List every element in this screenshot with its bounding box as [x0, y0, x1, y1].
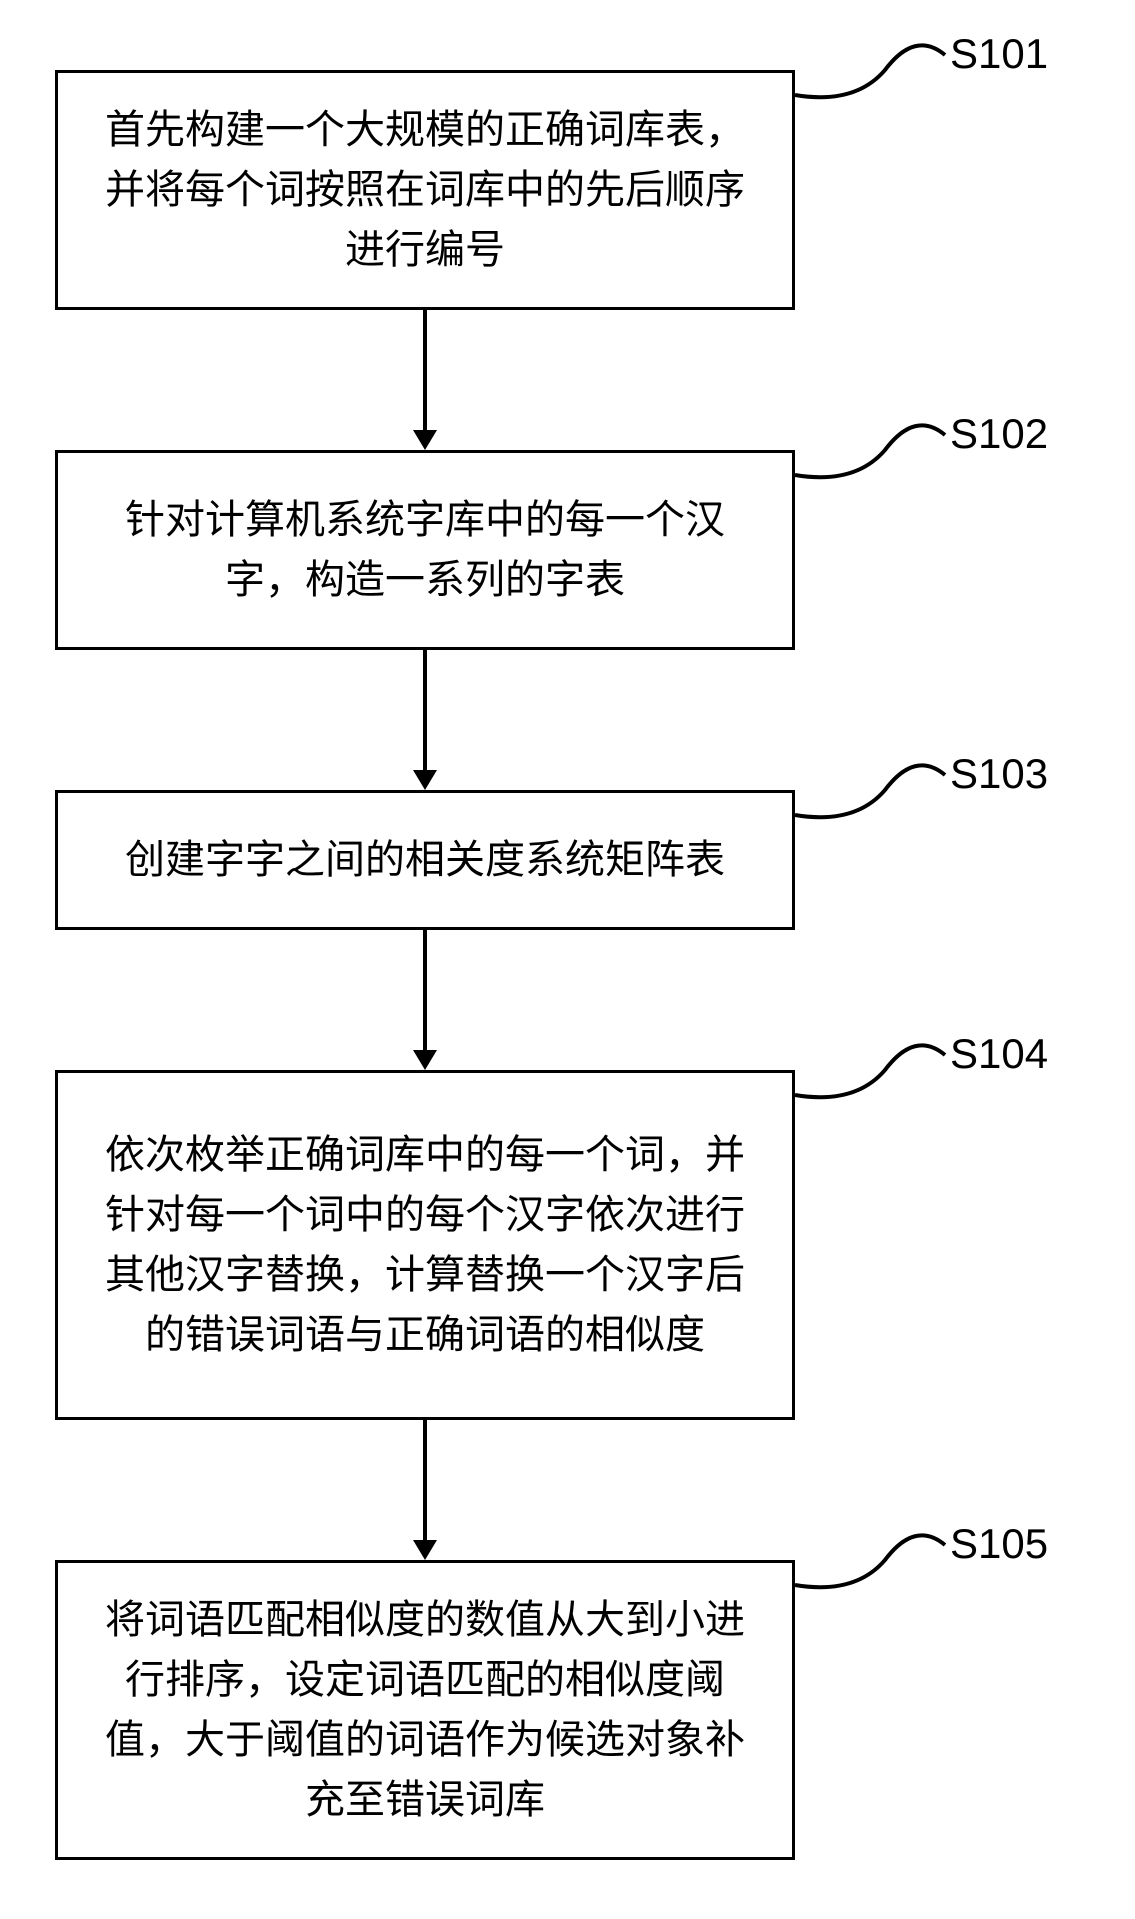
- step-label-s103: S103: [950, 750, 1048, 798]
- step-label-s104: S104: [950, 1030, 1048, 1078]
- connector-s105: [795, 1520, 955, 1620]
- step-text-s105: 将词语匹配相似度的数值从大到小进行排序，设定词语匹配的相似度阈值，大于阈值的词语…: [88, 1590, 762, 1830]
- step-box-s104: 依次枚举正确词库中的每一个词，并针对每一个词中的每个汉字依次进行其他汉字替换，计…: [55, 1070, 795, 1420]
- arrow-line-3: [423, 930, 427, 1050]
- arrow-line-1: [423, 310, 427, 430]
- arrow-head-3: [413, 1050, 437, 1070]
- step-text-s103: 创建字字之间的相关度系统矩阵表: [125, 830, 725, 890]
- step-box-s105: 将词语匹配相似度的数值从大到小进行排序，设定词语匹配的相似度阈值，大于阈值的词语…: [55, 1560, 795, 1860]
- arrow-head-2: [413, 770, 437, 790]
- arrow-head-4: [413, 1540, 437, 1560]
- connector-s101: [795, 30, 955, 130]
- step-text-s104: 依次枚举正确词库中的每一个词，并针对每一个词中的每个汉字依次进行其他汉字替换，计…: [88, 1125, 762, 1365]
- step-box-s101: 首先构建一个大规模的正确词库表，并将每个词按照在词库中的先后顺序进行编号: [55, 70, 795, 310]
- step-box-s103: 创建字字之间的相关度系统矩阵表: [55, 790, 795, 930]
- step-text-s101: 首先构建一个大规模的正确词库表，并将每个词按照在词库中的先后顺序进行编号: [88, 100, 762, 280]
- connector-s102: [795, 410, 955, 510]
- arrow-line-2: [423, 650, 427, 770]
- connector-s103: [795, 750, 955, 850]
- connector-s104: [795, 1030, 955, 1130]
- arrow-head-1: [413, 430, 437, 450]
- flowchart-container: 首先构建一个大规模的正确词库表，并将每个词按照在词库中的先后顺序进行编号 S10…: [0, 0, 1135, 1919]
- step-label-s102: S102: [950, 410, 1048, 458]
- step-label-s105: S105: [950, 1520, 1048, 1568]
- step-box-s102: 针对计算机系统字库中的每一个汉字，构造一系列的字表: [55, 450, 795, 650]
- arrow-line-4: [423, 1420, 427, 1540]
- step-label-s101: S101: [950, 30, 1048, 78]
- step-text-s102: 针对计算机系统字库中的每一个汉字，构造一系列的字表: [88, 490, 762, 610]
